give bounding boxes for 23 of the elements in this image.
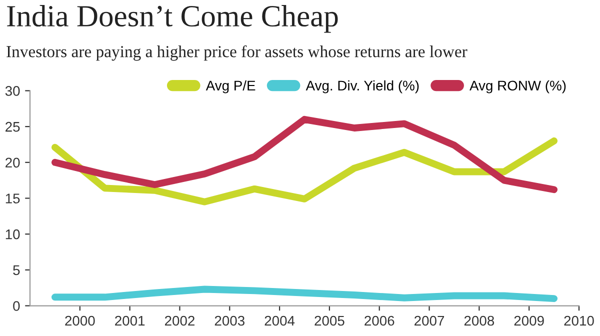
x-tick-label: 2009 — [514, 316, 544, 326]
y-tick-label: 25 — [6, 122, 20, 132]
x-tick-label: 2006 — [364, 316, 394, 326]
x-tick-label: 2007 — [414, 316, 444, 326]
y-tick-label: 0 — [13, 301, 20, 311]
y-tick-label: 15 — [6, 194, 20, 204]
y-tick-label: 10 — [6, 229, 20, 240]
legend-label: Avg. Div. Yield (%) — [306, 80, 419, 94]
x-tick-label: 2005 — [314, 316, 344, 326]
y-tick-label: 20 — [6, 158, 20, 168]
x-tick-label: 2001 — [115, 316, 145, 326]
x-tick-label: 2002 — [164, 316, 194, 326]
x-tick-label: 2000 — [65, 316, 95, 326]
x-tick-label: 2003 — [214, 316, 244, 326]
chart-title: India Doesn’t Come Cheap — [7, 5, 338, 33]
x-tick-label: 2008 — [464, 316, 494, 326]
legend-label: Avg RONW (%) — [470, 80, 566, 94]
x-tick-label: 2004 — [264, 316, 295, 326]
x-tick-label: 2010 — [564, 316, 594, 326]
y-tick-label: 5 — [13, 265, 20, 276]
legend-label: Avg P/E — [206, 80, 256, 94]
chart-subtitle: Investors are paying a higher price for assets whose returns are lower — [6, 45, 468, 61]
y-tick-label: 30 — [5, 86, 20, 96]
